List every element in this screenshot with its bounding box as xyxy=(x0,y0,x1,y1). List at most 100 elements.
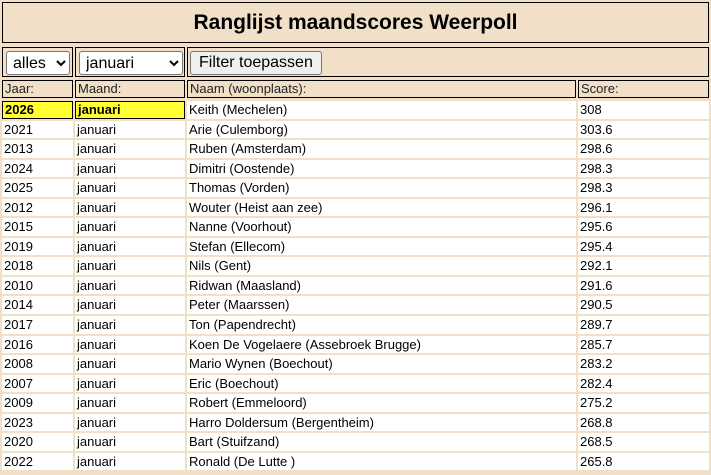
cell-year: 2020 xyxy=(2,433,73,451)
table-row: 2013 januari Ruben (Amsterdam) 298.6 xyxy=(0,140,711,160)
cell-score: 282.4 xyxy=(578,374,709,393)
cell-year: 2007 xyxy=(2,374,73,393)
cell-name: Robert (Emmeloord) xyxy=(187,394,576,412)
cell-year: 2016 xyxy=(2,335,73,354)
cell-month: januari xyxy=(75,276,185,295)
month-filter-cell: januari xyxy=(75,47,185,77)
cell-name: Eric (Boechout) xyxy=(187,374,576,393)
cell-score: 295.4 xyxy=(578,237,709,256)
cell-year: 2015 xyxy=(2,218,73,236)
cell-name: Mario Wynen (Boechout) xyxy=(187,355,576,373)
cell-year: 2012 xyxy=(2,198,73,217)
cell-name: Dimitri (Oostende) xyxy=(187,159,576,178)
cell-score: 275.2 xyxy=(578,394,709,412)
table-row: 2025 januari Thomas (Vorden) 298.3 xyxy=(0,179,711,199)
header-score: Score: xyxy=(578,80,709,98)
cell-score: 296.1 xyxy=(578,198,709,217)
table-row: 2010 januari Ridwan (Maasland) 291.6 xyxy=(0,276,711,297)
table-row: 2023 januari Harro Doldersum (Bergentheim)… xyxy=(0,413,711,434)
header-year: Jaar: xyxy=(2,80,73,98)
cell-month: januari xyxy=(75,452,185,471)
table-row: 2017 januari Ton (Papendrecht) 289.7 xyxy=(0,316,711,336)
cell-month: januari xyxy=(75,159,185,178)
cell-year: 2009 xyxy=(2,394,73,412)
cell-month: januari xyxy=(75,296,185,314)
cell-month: januari xyxy=(75,335,185,354)
cell-year: 2021 xyxy=(2,120,73,139)
cell-score: 289.7 xyxy=(578,316,709,334)
cell-month: januari xyxy=(75,257,185,275)
cell-score: 298.6 xyxy=(578,140,709,158)
cell-year: 2013 xyxy=(2,140,73,158)
cell-year: 2010 xyxy=(2,276,73,295)
cell-month: januari xyxy=(75,198,185,217)
cell-month: januari xyxy=(75,237,185,256)
cell-month: januari xyxy=(75,179,185,197)
cell-year: 2017 xyxy=(2,316,73,334)
cell-score: 265.8 xyxy=(578,452,709,471)
cell-month: januari xyxy=(75,101,185,119)
cell-year: 2025 xyxy=(2,179,73,197)
cell-name: Nils (Gent) xyxy=(187,257,576,275)
cell-score: 303.6 xyxy=(578,120,709,139)
table-row: 2014 januari Peter (Maarssen) 290.5 xyxy=(0,296,711,316)
cell-name: Keith (Mechelen) xyxy=(187,101,576,119)
cell-name: Ruben (Amsterdam) xyxy=(187,140,576,158)
cell-name: Peter (Maarssen) xyxy=(187,296,576,314)
table-row: 2020 januari Bart (Stuifzand) 268.5 xyxy=(0,433,711,453)
cell-score: 285.7 xyxy=(578,335,709,354)
cell-year: 2014 xyxy=(2,296,73,314)
year-filter-cell: alles xyxy=(2,47,73,77)
table-row: 2012 januari Wouter (Heist aan zee) 296.1 xyxy=(0,198,711,219)
cell-month: januari xyxy=(75,355,185,373)
table-row: 2021 januari Arie (Culemborg) 303.6 xyxy=(0,120,711,141)
cell-name: Arie (Culemborg) xyxy=(187,120,576,139)
cell-score: 283.2 xyxy=(578,355,709,373)
cell-score: 292.1 xyxy=(578,257,709,275)
table-row: 2024 januari Dimitri (Oostende) 298.3 xyxy=(0,159,711,180)
header-month: Maand: xyxy=(75,80,185,98)
page-title: Ranglijst maandscores Weerpoll xyxy=(2,2,709,43)
year-select[interactable]: alles xyxy=(6,51,70,75)
cell-name: Thomas (Vorden) xyxy=(187,179,576,197)
cell-month: januari xyxy=(75,316,185,334)
cell-name: Harro Doldersum (Bergentheim) xyxy=(187,413,576,432)
table-row: 2007 januari Eric (Boechout) 282.4 xyxy=(0,374,711,395)
table-row: 2018 januari Nils (Gent) 292.1 xyxy=(0,257,711,277)
table-row: 2026 januari Keith (Mechelen) 308 xyxy=(0,101,711,121)
cell-year: 2024 xyxy=(2,159,73,178)
cell-month: januari xyxy=(75,218,185,236)
cell-name: Ronald (De Lutte ) xyxy=(187,452,576,471)
cell-score: 290.5 xyxy=(578,296,709,314)
cell-year: 2008 xyxy=(2,355,73,373)
cell-month: januari xyxy=(75,413,185,432)
ranking-table-body: 2026 januari Keith (Mechelen) 308 2021 januar… xyxy=(0,101,711,472)
cell-score: 291.6 xyxy=(578,276,709,295)
cell-name: Wouter (Heist aan zee) xyxy=(187,198,576,217)
month-select[interactable]: januari xyxy=(79,51,183,75)
cell-score: 295.6 xyxy=(578,218,709,236)
header-name: Naam (woonplaats): xyxy=(187,80,576,98)
cell-month: januari xyxy=(75,394,185,412)
cell-name: Koen De Vogelaere (Assebroek Brugge) xyxy=(187,335,576,354)
table-row: 2009 januari Robert (Emmeloord) 275.2 xyxy=(0,394,711,414)
cell-name: Ridwan (Maasland) xyxy=(187,276,576,295)
cell-month: januari xyxy=(75,140,185,158)
cell-score: 268.8 xyxy=(578,413,709,432)
apply-filter-cell: Filter toepassen xyxy=(187,47,709,77)
table-row: 2008 januari Mario Wynen (Boechout) 283.2 xyxy=(0,355,711,375)
table-row: 2022 januari Ronald (De Lutte ) 265.8 xyxy=(0,452,711,473)
cell-name: Bart (Stuifzand) xyxy=(187,433,576,451)
cell-score: 298.3 xyxy=(578,179,709,197)
cell-score: 268.5 xyxy=(578,433,709,451)
cell-year: 2018 xyxy=(2,257,73,275)
table-row: 2015 januari Nanne (Voorhout) 295.6 xyxy=(0,218,711,238)
apply-filter-button[interactable]: Filter toepassen xyxy=(190,51,322,75)
table-row: 2019 januari Stefan (Ellecom) 295.4 xyxy=(0,237,711,258)
cell-name: Nanne (Voorhout) xyxy=(187,218,576,236)
cell-year: 2022 xyxy=(2,452,73,471)
cell-month: januari xyxy=(75,120,185,139)
cell-year: 2019 xyxy=(2,237,73,256)
cell-month: januari xyxy=(75,374,185,393)
cell-score: 308 xyxy=(578,101,709,119)
